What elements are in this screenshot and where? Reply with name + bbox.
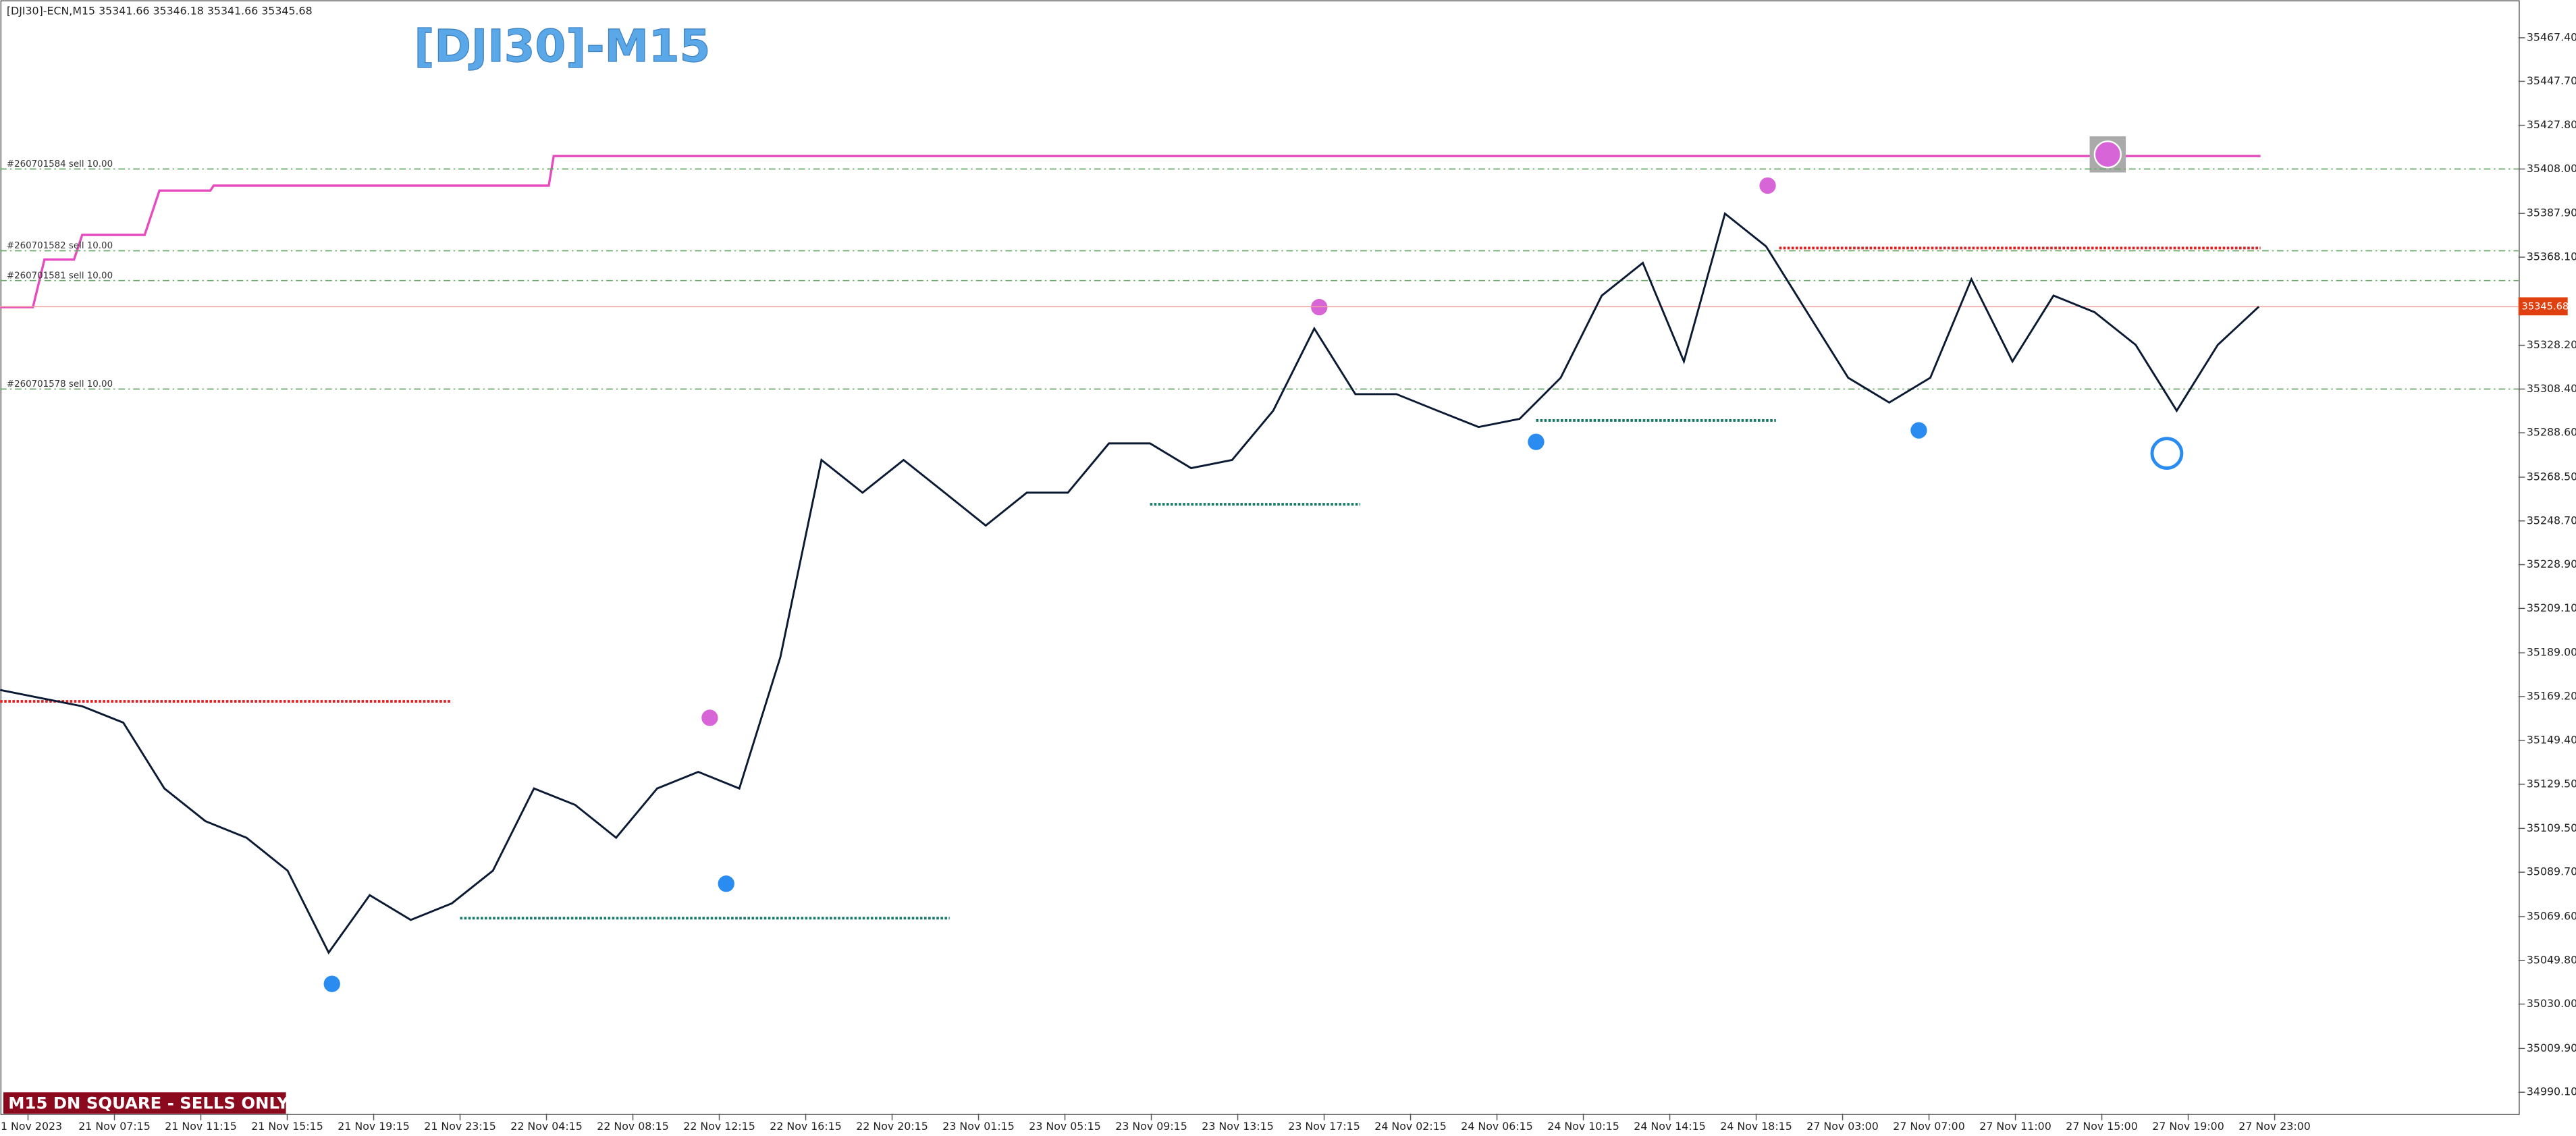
x-tick-label: 24 Nov 18:15 <box>1720 1120 1792 1133</box>
x-tick-label: 24 Nov 10:15 <box>1547 1120 1619 1133</box>
signal-dot <box>1528 433 1545 450</box>
header: [DJI30]-ECN,M15 35341.66 35346.18 35341.… <box>7 5 313 18</box>
y-tick-label: 35149.40 <box>2527 733 2576 746</box>
y-tick-label: 35228.90 <box>2527 558 2576 570</box>
x-tick-label: 21 Nov 15:15 <box>251 1120 323 1133</box>
y-tick-label: 35408.00 <box>2527 162 2576 175</box>
signal-dot <box>701 709 718 726</box>
signal-dot <box>1910 422 1927 439</box>
y-tick-label: 35368.10 <box>2527 250 2576 263</box>
y-tick-label: 35427.80 <box>2527 118 2576 131</box>
x-tick-label: 21 Nov 19:15 <box>338 1120 409 1133</box>
x-tick-label: 21 Nov 07:15 <box>78 1120 150 1133</box>
y-tick-label: 35308.40 <box>2527 382 2576 395</box>
x-tick-label: 21 Nov 2023 <box>0 1120 62 1133</box>
signal-dot <box>323 975 340 992</box>
price-tag: 35345.68 <box>2522 300 2569 312</box>
y-tick-label: 35447.70 <box>2527 74 2576 87</box>
x-tick-label: 27 Nov 19:00 <box>2152 1120 2224 1133</box>
buy-arrow <box>2150 437 2184 470</box>
signal-dot <box>1759 177 1776 194</box>
banner: M15 DN SQUARE - SELLS ONLY <box>8 1093 289 1112</box>
x-tick-label: 24 Nov 14:15 <box>1634 1120 1706 1133</box>
x-tick-label: 27 Nov 23:00 <box>2238 1120 2311 1133</box>
x-tick-label: 22 Nov 08:15 <box>597 1120 669 1133</box>
banner-box <box>3 1092 286 1114</box>
y-tick-label: 35109.50 <box>2527 821 2576 834</box>
x-tick-label: 24 Nov 06:15 <box>1461 1120 1533 1133</box>
chart-title: [DJI30]-M15 <box>414 21 710 72</box>
y-tick-label: 35089.70 <box>2527 865 2576 878</box>
y-tick-label: 35189.00 <box>2527 646 2576 659</box>
x-tick-label: 23 Nov 17:15 <box>1288 1120 1360 1133</box>
x-tick-label: 24 Nov 02:15 <box>1374 1120 1447 1133</box>
y-tick-label: 35049.80 <box>2527 953 2576 966</box>
y-tick-label: 34990.10 <box>2527 1085 2576 1098</box>
order-label: #260701581 sell 10.00 <box>7 271 113 281</box>
y-tick-label: 35209.10 <box>2527 601 2576 614</box>
price-line <box>0 211 2260 955</box>
signal-dot <box>718 875 734 892</box>
x-tick-label: 23 Nov 09:15 <box>1115 1120 1187 1133</box>
y-tick-label: 35009.90 <box>2527 1042 2576 1054</box>
x-tick-label: 22 Nov 20:15 <box>856 1120 928 1133</box>
x-tick-label: 22 Nov 16:15 <box>770 1120 841 1133</box>
price-tag-box <box>2518 297 2568 316</box>
sell-arrow <box>2093 140 2122 169</box>
x-tick-label: 23 Nov 01:15 <box>942 1120 1015 1133</box>
y-tick-label: 35129.50 <box>2527 777 2576 790</box>
order-label: #260701584 sell 10.00 <box>7 159 113 169</box>
y-tick-label: 35328.20 <box>2527 338 2576 351</box>
x-tick-label: 27 Nov 15:00 <box>2066 1120 2138 1133</box>
y-tick-label: 35268.50 <box>2527 470 2576 483</box>
x-tick-label: 27 Nov 11:00 <box>1979 1120 2051 1133</box>
x-tick-label: 23 Nov 13:15 <box>1202 1120 1274 1133</box>
order-label: #260701582 sell 10.00 <box>7 241 113 251</box>
x-tick-label: 27 Nov 03:00 <box>1806 1120 1879 1133</box>
y-tick-label: 35169.20 <box>2527 689 2576 702</box>
y-tick-label: 35288.60 <box>2527 426 2576 439</box>
plot-frame <box>0 0 2520 1115</box>
x-tick-label: 27 Nov 07:00 <box>1893 1120 1965 1133</box>
x-tick-label: 22 Nov 04:15 <box>510 1120 583 1133</box>
resistance-line <box>0 155 2261 308</box>
x-tick-label: 22 Nov 12:15 <box>683 1120 755 1133</box>
order-label: #260701578 sell 10.00 <box>7 379 113 389</box>
y-tick-label: 35030.00 <box>2527 997 2576 1010</box>
y-tick-label: 35467.40 <box>2527 30 2576 43</box>
y-tick-label: 35069.60 <box>2527 909 2576 922</box>
x-tick-label: 23 Nov 05:15 <box>1029 1120 1101 1133</box>
x-tick-label: 21 Nov 11:15 <box>165 1120 236 1133</box>
y-tick-label: 35248.70 <box>2527 514 2576 526</box>
y-tick-label: 35387.90 <box>2527 207 2576 219</box>
x-tick-label: 21 Nov 23:15 <box>424 1120 496 1133</box>
